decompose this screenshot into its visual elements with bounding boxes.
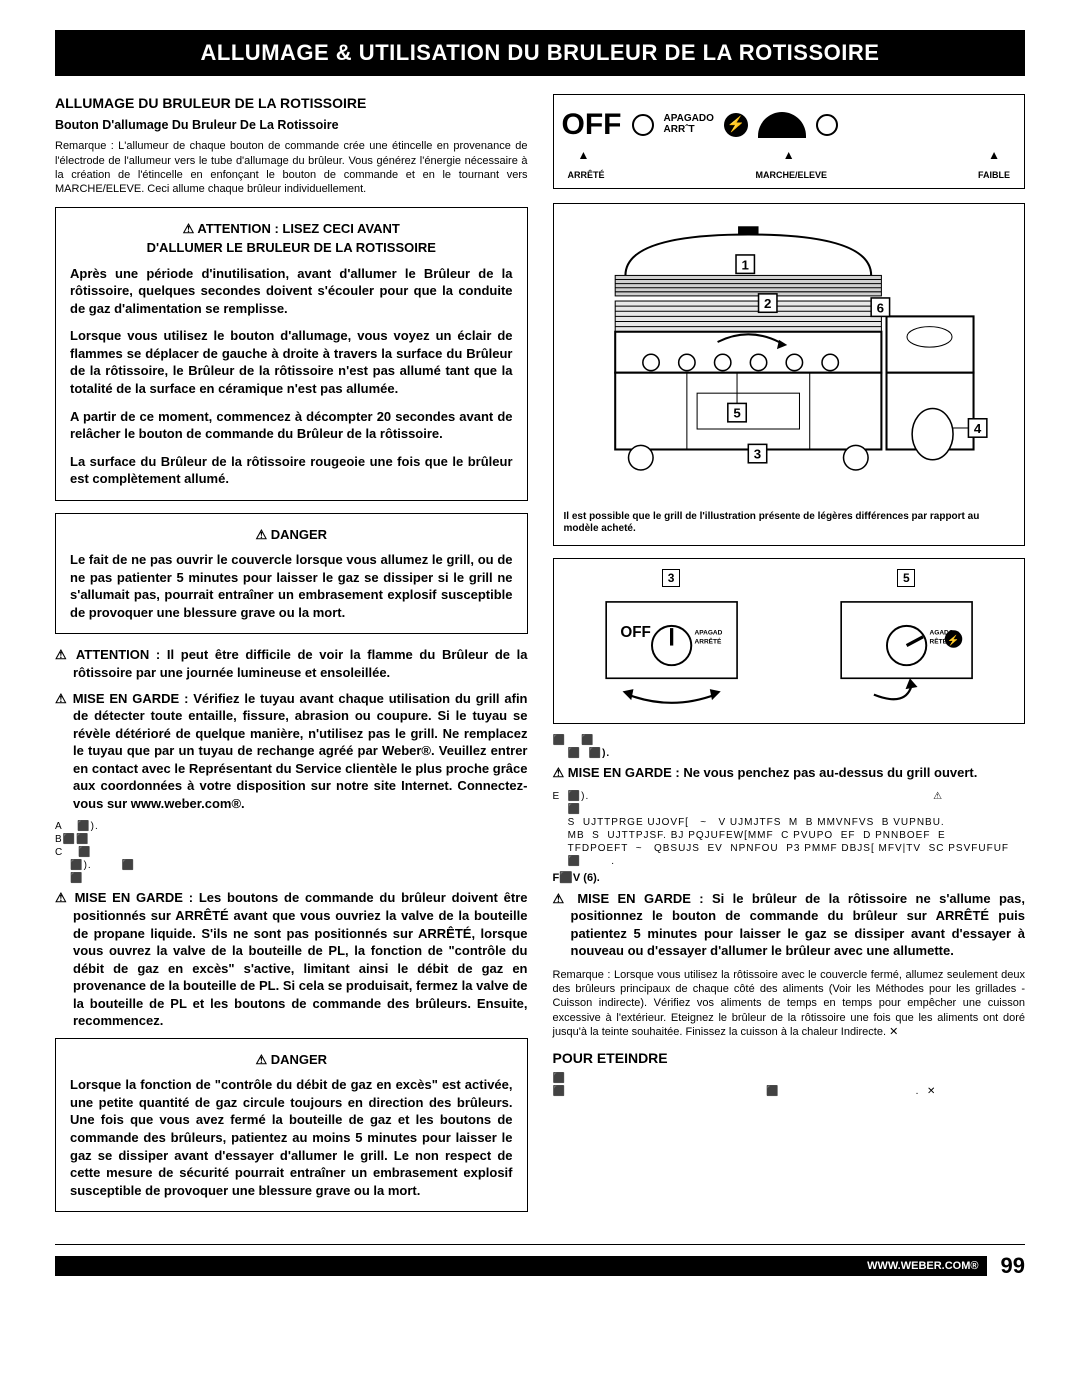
attention-p3: A partir de ce moment, commencez à décom… [70,408,513,443]
danger-box-2: ⚠ DANGER Lorsque la fonction de "contrôl… [55,1038,528,1212]
danger-box-1: ⚠ DANGER Le fait de ne pas ouvrir le cou… [55,513,528,635]
arrow-up-2: ▲ [783,147,795,163]
page-root: ALLUMAGE & UTILISATION DU BRULEUR DE LA … [0,0,1080,1301]
dial-low-indicator [816,114,838,136]
knob-num-3: 3 [662,569,680,587]
arrow-up-3: ▲ [988,147,1000,163]
right-heading-off: POUR ETEINDRE [553,1049,1026,1068]
svg-text:1: 1 [741,257,749,272]
svg-text:ARRÊTÉ: ARRÊTÉ [694,636,721,645]
right-garbled-2: E ⬛). ⚠ ⬛ S UJTTPRGE UJOVF[ ~ V UJMJTFS … [553,790,1026,868]
right-off-garbled: ⬛ ⬛ ⬛ . ✕ [553,1072,1026,1098]
footer-url: WWW.WEBER.COM® [55,1256,987,1277]
svg-text:6: 6 [876,300,883,315]
knob-3-diagram: OFF APAGAD ARRÊTÉ [564,591,779,711]
page-footer: WWW.WEBER.COM® 99 [55,1244,1025,1281]
danger1-title: ⚠ DANGER [70,526,513,544]
svg-text:APAGAD: APAGAD [694,629,722,636]
knob-detail-panel: 3 OFF APAGAD ARRÊTÉ 5 [553,558,1026,725]
attention-p1: Après une période d'inutilisation, avant… [70,265,513,318]
knob-5-diagram: AGADO RÊTÉ ⚡ [799,591,1014,711]
svg-text:⚡: ⚡ [947,634,959,646]
attention-title-2: D'ALLUMER LE BRULEUR DE LA ROTISSOIRE [70,239,513,257]
left-column: ALLUMAGE DU BRULEUR DE LA ROTISSOIRE Bou… [55,94,528,1224]
right-f-line: F⬛V (6). [553,872,1026,886]
dial-off-indicator [632,114,654,136]
dial-label-faible: FAIBLE [978,169,1010,181]
attention-p4: La surface du Brûleur de la rôtissoire r… [70,453,513,488]
knob-cell-3: 3 OFF APAGAD ARRÊTÉ [564,569,779,716]
left-garbled-text: A ⬛). B⬛⬛ C ⬛ ⬛). ⬛ ⬛ [55,820,528,885]
right-garbled-1: ⬛ ⬛ ⬛ ⬛). [553,734,1026,760]
left-bullet-3: ⚠ MISE EN GARDE : Les boutons de command… [55,889,528,1029]
dial-sub-arret: ARRˆT [664,125,714,136]
danger2-title: ⚠ DANGER [70,1051,513,1069]
danger2-p1: Lorsque la fonction de "contrôle du débi… [70,1076,513,1199]
left-bullet-2: ⚠ MISE EN GARDE : Vérifiez le tuyau avan… [55,690,528,813]
spark-icon: ⚡ [724,113,748,137]
knob-num-5: 5 [897,569,915,587]
attention-title-1: ⚠ ATTENTION : LISEZ CECI AVANT [70,220,513,238]
right-warning-1: ⚠ MISE EN GARDE : Ne vous penchez pas au… [553,764,1026,782]
attention-p2: Lorsque vous utilisez le bouton d'alluma… [70,327,513,397]
grill-panel-caption: Il est possible que le grill de l'illust… [564,511,1015,535]
right-remark: Remarque : Lorsque vous utilisez la rôti… [553,968,1026,1039]
left-subheading: Bouton D'allumage Du Bruleur De La Rotis… [55,117,528,134]
svg-text:2: 2 [764,296,771,311]
knob-cell-5: 5 AGADO RÊTÉ ⚡ [799,569,1014,716]
dial-label-marche: MARCHE/ELEVE [755,169,827,181]
dial-panel: OFF APAGADO ARRˆT ⚡ ▲ ▲ ▲ ARRÊTÉ [553,94,1026,189]
two-column-layout: ALLUMAGE DU BRULEUR DE LA ROTISSOIRE Bou… [55,94,1025,1224]
right-warning-2: ⚠ MISE EN GARDE : Si le brûleur de la rô… [553,890,1026,960]
left-note: Remarque : L'allumeur de chaque bouton d… [55,139,528,196]
arrow-up-1: ▲ [578,147,590,163]
svg-text:4: 4 [973,421,981,436]
dial-arc-icon [758,112,806,138]
attention-box: ⚠ ATTENTION : LISEZ CECI AVANT D'ALLUMER… [55,207,528,501]
page-title-bar: ALLUMAGE & UTILISATION DU BRULEUR DE LA … [55,30,1025,76]
left-bullet-1: ⚠ ATTENTION : Il peut être difficile de … [55,646,528,681]
svg-text:OFF: OFF [620,624,651,641]
left-heading-1: ALLUMAGE DU BRULEUR DE LA ROTISSOIRE [55,94,528,113]
right-column: OFF APAGADO ARRˆT ⚡ ▲ ▲ ▲ ARRÊTÉ [553,94,1026,1224]
grill-illustration-panel: 1 2 6 5 3 4 Il est possible que le grill… [553,203,1026,546]
dial-label-arrete: ARRÊTÉ [568,169,605,181]
off-label: OFF [562,105,622,146]
svg-text:5: 5 [733,405,741,420]
svg-text:3: 3 [753,446,760,461]
grill-diagram: 1 2 6 5 3 4 [564,214,1015,501]
svg-text:RÊTÉ: RÊTÉ [929,636,947,645]
danger1-p1: Le fait de ne pas ouvrir le couvercle lo… [70,551,513,621]
footer-page-number: 99 [987,1251,1025,1281]
